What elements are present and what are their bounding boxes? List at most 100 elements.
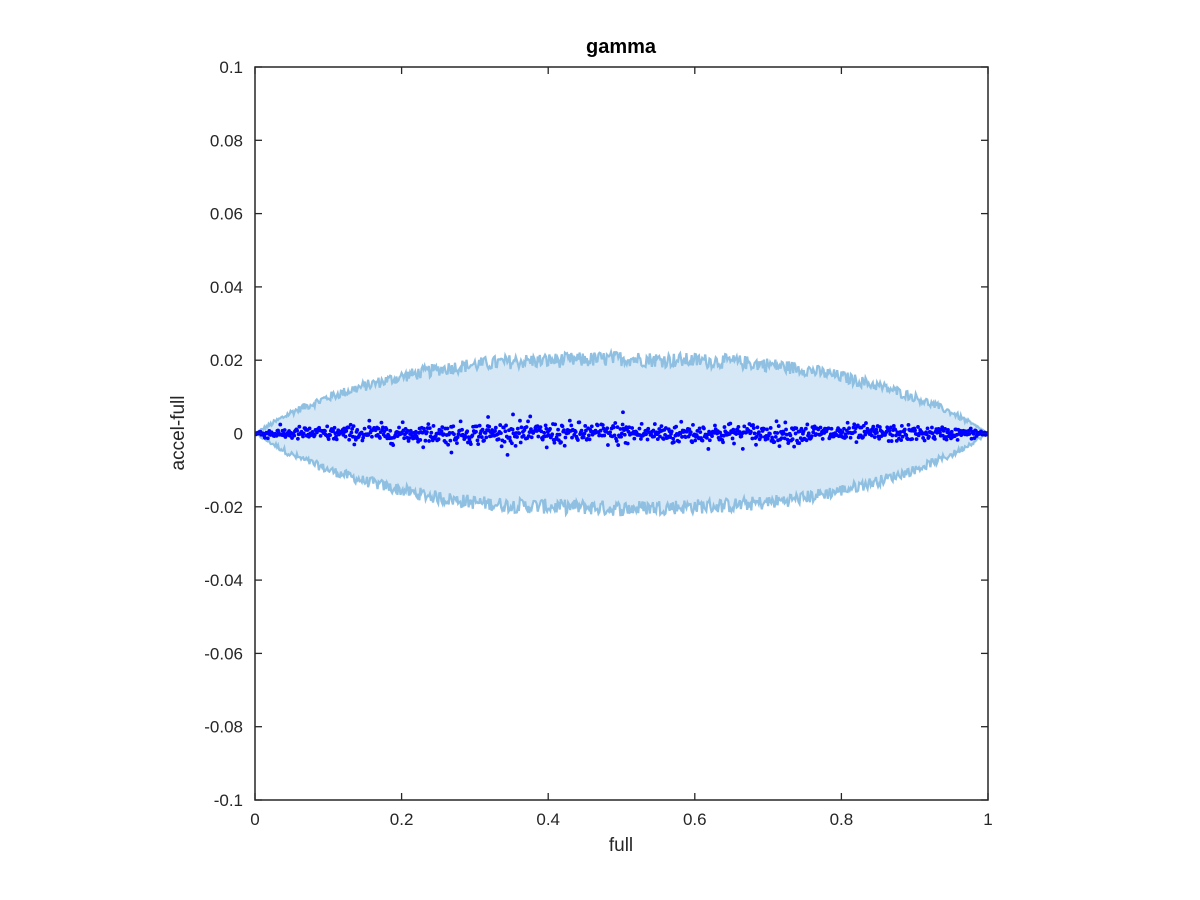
scatter-point bbox=[687, 427, 692, 432]
scatter-point bbox=[886, 439, 891, 443]
scatter-point bbox=[502, 439, 507, 444]
scatter-point bbox=[740, 447, 745, 451]
scatter-point bbox=[301, 431, 306, 436]
scatter-point bbox=[679, 419, 684, 424]
scatter-point bbox=[930, 425, 934, 430]
scatter-point bbox=[869, 433, 874, 438]
scatter-point bbox=[658, 434, 662, 439]
scatter-point bbox=[511, 412, 515, 417]
scatter-point bbox=[475, 438, 480, 443]
scatter-point bbox=[507, 435, 512, 440]
scatter-point bbox=[611, 425, 616, 430]
scatter-point bbox=[402, 436, 407, 441]
scatter-point bbox=[362, 426, 367, 431]
scatter-point bbox=[652, 422, 657, 426]
scatter-point bbox=[842, 426, 846, 431]
scatter-point bbox=[902, 427, 907, 432]
scatter-point bbox=[809, 434, 814, 439]
scatter-point bbox=[529, 435, 534, 440]
scatter-point bbox=[806, 431, 811, 436]
y-tick-label: 0.08 bbox=[210, 131, 243, 150]
scatter-point bbox=[505, 453, 510, 457]
scatter-point bbox=[620, 422, 625, 427]
scatter-point bbox=[346, 425, 351, 430]
scatter-point bbox=[728, 421, 733, 426]
scatter-point bbox=[637, 426, 642, 431]
scatter-point bbox=[932, 437, 937, 441]
scatter-point bbox=[342, 426, 346, 431]
scatter-point bbox=[697, 426, 702, 431]
scatter-point bbox=[955, 438, 960, 442]
scatter-point bbox=[290, 436, 294, 440]
scatter-point bbox=[378, 436, 382, 440]
scatter-point bbox=[405, 428, 410, 433]
scatter-point bbox=[493, 429, 497, 433]
scatter-point bbox=[582, 431, 587, 436]
scatter-point bbox=[486, 415, 490, 419]
scatter-point bbox=[587, 437, 592, 442]
scatter-point bbox=[872, 435, 877, 440]
scatter-point bbox=[452, 432, 456, 437]
scatter-point bbox=[606, 443, 610, 447]
scatter-point bbox=[784, 432, 789, 437]
y-tick-label: -0.02 bbox=[204, 498, 243, 517]
scatter-point bbox=[941, 433, 945, 438]
scatter-point bbox=[560, 424, 565, 429]
scatter-point bbox=[456, 432, 461, 437]
y-tick-label: 0.1 bbox=[219, 58, 243, 77]
scatter-point bbox=[480, 427, 485, 432]
y-tick-label: 0.06 bbox=[210, 205, 243, 224]
scatter-point bbox=[969, 436, 974, 441]
scatter-point bbox=[447, 430, 452, 435]
scatter-point bbox=[877, 425, 882, 429]
y-tick-label: -0.1 bbox=[214, 791, 243, 810]
scatter-point bbox=[328, 433, 333, 438]
scatter-point bbox=[460, 427, 464, 432]
y-tick-label: 0.02 bbox=[210, 351, 243, 370]
scatter-point bbox=[415, 436, 420, 441]
scatter-point bbox=[550, 432, 555, 437]
scatter-point bbox=[331, 428, 335, 433]
scatter-point bbox=[295, 436, 300, 441]
scatter-point bbox=[600, 423, 605, 427]
scatter-point bbox=[292, 433, 297, 438]
scatter-point bbox=[784, 427, 788, 432]
scatter-point bbox=[748, 429, 753, 434]
scatter-point bbox=[678, 431, 683, 436]
scatter-point bbox=[589, 424, 594, 429]
scatter-point bbox=[695, 428, 700, 433]
scatter-point bbox=[759, 434, 764, 439]
scatter-point bbox=[905, 437, 910, 442]
scatter-point bbox=[557, 432, 562, 437]
scatter-point bbox=[307, 426, 312, 431]
scatter-point bbox=[646, 426, 651, 431]
scatter-point bbox=[794, 426, 799, 431]
scatter-point bbox=[845, 420, 850, 425]
scatter-point bbox=[521, 433, 526, 438]
scatter-point bbox=[721, 433, 726, 438]
scatter-point bbox=[900, 434, 905, 439]
y-tick-labels: 0.1 0.08 0.06 0.04 0.02 0 -0.02 -0.04 -0.06 -0.08… bbox=[204, 58, 243, 810]
scatter-point bbox=[731, 427, 736, 432]
scatter-point bbox=[755, 425, 760, 430]
scatter-point bbox=[613, 421, 618, 425]
scatter-point bbox=[840, 430, 845, 434]
scatter-point bbox=[315, 430, 319, 435]
scatter-point bbox=[722, 425, 727, 429]
scatter-point bbox=[940, 425, 945, 430]
scatter-point bbox=[379, 420, 384, 425]
scatter-point bbox=[318, 433, 323, 438]
scatter-point bbox=[297, 424, 302, 429]
scatter-point bbox=[847, 426, 851, 431]
scatter-point bbox=[465, 429, 470, 434]
scatter-point bbox=[889, 439, 894, 443]
scatter-point bbox=[779, 436, 784, 441]
y-tick-label: 0.04 bbox=[210, 278, 243, 297]
scatter-point bbox=[543, 423, 548, 428]
scatter-point bbox=[669, 429, 674, 434]
scatter-point bbox=[622, 428, 626, 432]
scatter-point bbox=[826, 426, 831, 431]
scatter-point bbox=[732, 441, 736, 446]
scatter-point bbox=[355, 428, 360, 432]
scatter-point bbox=[612, 433, 617, 438]
